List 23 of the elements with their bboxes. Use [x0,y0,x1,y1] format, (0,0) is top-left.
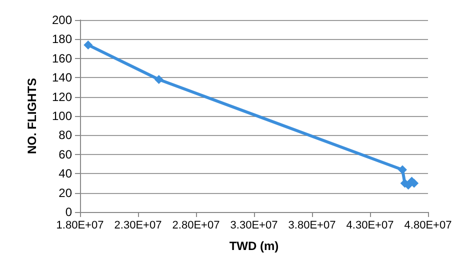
x-tick-label: 4.80E+07 [404,220,452,232]
x-tick-label: 3.80E+07 [288,220,336,232]
point [154,75,164,84]
y-tick-label: 60 [58,147,72,162]
x-axis-title: TWD (m) [229,239,279,253]
y-axis-title: NO. FLIGHTS [25,78,39,154]
y-tick-label: 200 [52,13,72,27]
x-tick-label: 1.80E+07 [56,220,104,232]
x-tick-label: 2.80E+07 [172,220,220,232]
point [84,40,93,50]
y-tick-label: 140 [52,70,72,85]
y-tick-label: 20 [58,186,72,200]
y-tick-label: 160 [52,51,72,66]
x-tick-label: 3.30E+07 [230,220,278,232]
x-tick-label: 2.30E+07 [114,220,162,232]
y-tick-label: 0 [65,205,72,219]
point [398,165,407,174]
y-tick-label: 180 [52,32,72,46]
y-tick-label: 80 [58,128,72,142]
y-tick-label: 120 [52,90,72,104]
y-tick-label: 40 [58,166,72,181]
x-tick-label: 4.30E+07 [346,220,394,232]
y-tick-label: 100 [52,109,72,123]
